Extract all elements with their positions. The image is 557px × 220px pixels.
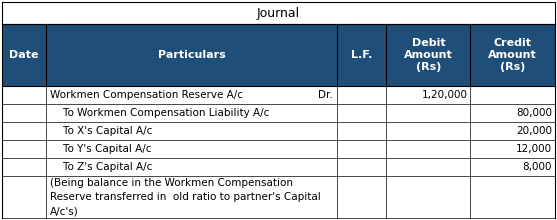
Text: Particulars: Particulars	[158, 50, 225, 60]
Text: To X's Capital A/c: To X's Capital A/c	[50, 126, 153, 136]
Text: Workmen Compensation Reserve A/c: Workmen Compensation Reserve A/c	[50, 90, 243, 100]
Text: Credit
Amount
(Rs): Credit Amount (Rs)	[488, 38, 537, 72]
Text: L.F.: L.F.	[351, 50, 372, 60]
Text: To Z's Capital A/c: To Z's Capital A/c	[50, 162, 153, 172]
Bar	[2, 86, 555, 104]
Bar	[2, 24, 555, 86]
Text: (Being balance in the Workmen Compensation
Reserve transferred in  old ratio to : (Being balance in the Workmen Compensati…	[50, 178, 321, 216]
Text: 12,000: 12,000	[516, 144, 552, 154]
Bar	[2, 104, 555, 122]
Text: 20,000: 20,000	[516, 126, 552, 136]
Bar	[2, 140, 555, 158]
Text: To Workmen Compensation Liability A/c: To Workmen Compensation Liability A/c	[50, 108, 270, 118]
Text: Debit
Amount
(Rs): Debit Amount (Rs)	[404, 38, 453, 72]
Bar	[2, 176, 555, 218]
Text: Date: Date	[9, 50, 39, 60]
Bar	[2, 122, 555, 140]
Text: 8,000: 8,000	[522, 162, 552, 172]
Text: 1,20,000: 1,20,000	[422, 90, 467, 100]
Text: 80,000: 80,000	[516, 108, 552, 118]
Text: To Y's Capital A/c: To Y's Capital A/c	[50, 144, 152, 154]
Text: Dr.: Dr.	[318, 90, 333, 100]
Bar	[2, 158, 555, 176]
Text: Journal: Journal	[257, 7, 300, 20]
